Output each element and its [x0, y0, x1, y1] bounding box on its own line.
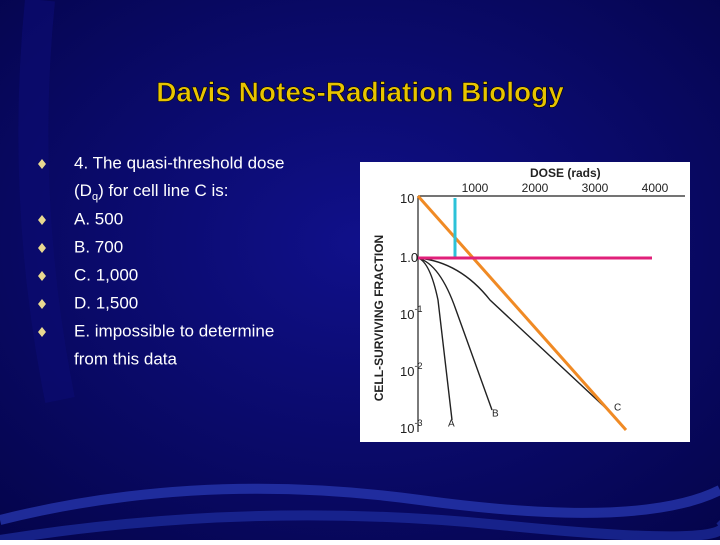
- curve-label: A: [448, 419, 455, 430]
- y-tick-exponent: -3: [414, 418, 422, 428]
- bullet-text: (D: [74, 181, 92, 200]
- bullet-marker: [38, 327, 46, 337]
- bullet-text: ) for cell line C is:: [98, 181, 228, 200]
- bullet-text: D. 1,500: [74, 293, 138, 312]
- subscript: q: [92, 191, 98, 203]
- y-tick-label: 10-1: [400, 304, 422, 322]
- y-tick-base: 10: [400, 421, 414, 436]
- bullet-text: (Dq) for cell line C is:: [74, 181, 228, 202]
- bullet-marker: [38, 215, 46, 225]
- bullet-text: A. 500: [74, 209, 123, 228]
- y-tick-base: 1.0: [400, 250, 418, 265]
- bullet-marker: [38, 243, 46, 253]
- y-tick-label: 10-3: [400, 418, 422, 436]
- slide-title: Davis Notes-Radiation Biology: [156, 76, 564, 107]
- y-tick-base: 10: [400, 191, 414, 206]
- bullet-marker: [38, 271, 46, 281]
- figure: DOSE (rads) 1000 2000 3000 4000 CELL-SURVIVIN…: [360, 162, 690, 442]
- y-tick-exponent: -1: [414, 304, 422, 314]
- bullet-marker: [38, 159, 46, 169]
- bullet-text: 4. The quasi-threshold dose: [74, 153, 284, 172]
- x-tick-label: 4000: [642, 181, 669, 195]
- figure-frame: [360, 162, 690, 442]
- bullet-text: B. 700: [74, 237, 123, 256]
- x-tick-label: 3000: [582, 181, 609, 195]
- bullet-list: 4. The quasi-threshold dose (Dq) for cell…: [38, 153, 284, 368]
- y-axis-title: CELL-SURVIVING FRACTION: [372, 235, 386, 401]
- x-axis-title: DOSE (rads): [530, 166, 601, 180]
- x-tick-label: 2000: [522, 181, 549, 195]
- extrapolation-line: [416, 195, 628, 431]
- y-tick-base: 10: [400, 364, 414, 379]
- y-tick-label: 10-2: [400, 361, 422, 379]
- figure-axes: [417, 195, 685, 432]
- bullet-text: E. impossible to determine: [74, 321, 274, 340]
- bullet-text: from this data: [74, 349, 178, 368]
- y-tick-label: 1.0: [400, 250, 418, 265]
- bullet-text: C. 1,000: [74, 265, 138, 284]
- curve-label: C: [614, 403, 621, 414]
- bullet-marker: [38, 299, 46, 309]
- y-tick-base: 10: [400, 307, 414, 322]
- y-tick-label: 10: [400, 191, 414, 206]
- x-tick-label: 1000: [462, 181, 489, 195]
- y-tick-exponent: -2: [414, 361, 422, 371]
- curve-label: B: [492, 409, 499, 420]
